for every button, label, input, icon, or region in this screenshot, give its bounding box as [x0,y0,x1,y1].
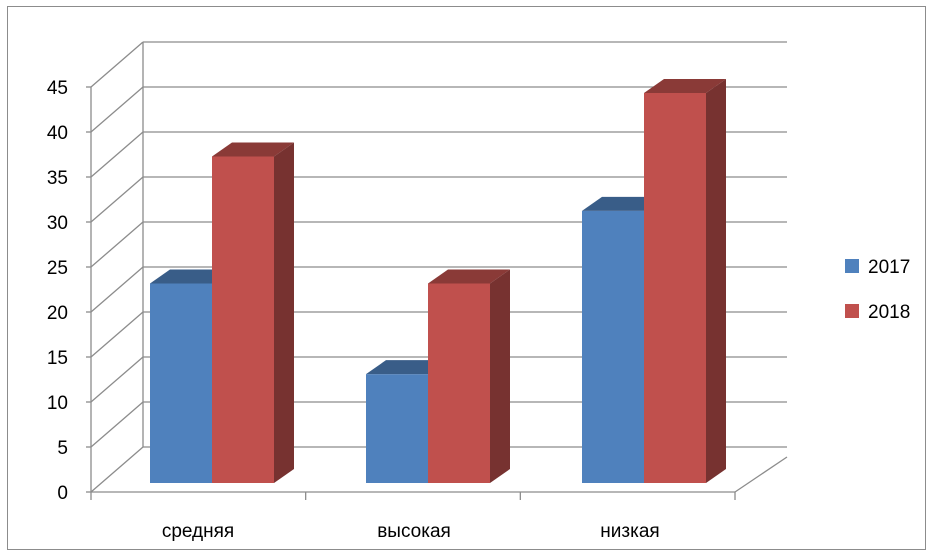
bar-front [582,210,644,483]
side-gridline [90,221,144,268]
legend-label: 2018 [868,302,910,323]
bar [212,142,294,483]
side-gridline [90,311,144,358]
bar [428,269,510,483]
x-category-label: высокая [377,521,451,542]
x-category-label: низкая [600,521,659,542]
side-gridline [90,446,144,493]
bar-top [366,360,448,375]
side-gridline [90,131,144,178]
bar-front [428,283,490,483]
side-gridline [90,266,144,313]
side-gridline [90,356,144,403]
bar-top [212,142,294,157]
bar-front [150,283,212,483]
x-category-label: средняя [162,521,234,542]
bar-front [644,93,706,483]
bar [644,79,726,483]
legend-swatch [845,259,859,273]
side-gridline [90,401,144,448]
y-tick-label: 35 [47,168,68,189]
y-tick-label: 0 [57,483,68,504]
side-gridline [90,86,144,133]
y-tick-label: 45 [47,78,68,99]
y-tick-label: 20 [47,303,68,324]
legend-swatch [845,304,859,318]
bar-front [212,156,274,483]
bar-front [366,374,428,483]
y-tick-label: 25 [47,258,68,279]
y-tick-label: 40 [47,123,68,144]
legend: 2017 2018 [845,257,910,323]
side-gridline [90,176,144,223]
bar-top [428,269,510,284]
y-tick-label: 5 [57,438,68,459]
bar-top [582,196,664,211]
labels-layer: 0 5 10 15 20 25 30 35 40 45 средняя высокая низкая [47,78,660,542]
side-gridline [90,41,144,88]
floor-right-edge [734,456,788,493]
bar-side [490,269,510,483]
y-tick-label: 30 [47,213,68,234]
bars-layer [150,79,726,483]
bar-top [150,269,232,284]
bar-top [644,79,726,93]
bar-side [274,142,294,483]
y-tick-label: 15 [47,348,68,369]
bar-side [706,79,726,483]
legend-label: 2017 [868,257,910,278]
axis-layer [86,86,788,500]
y-tick-label: 10 [47,393,68,414]
